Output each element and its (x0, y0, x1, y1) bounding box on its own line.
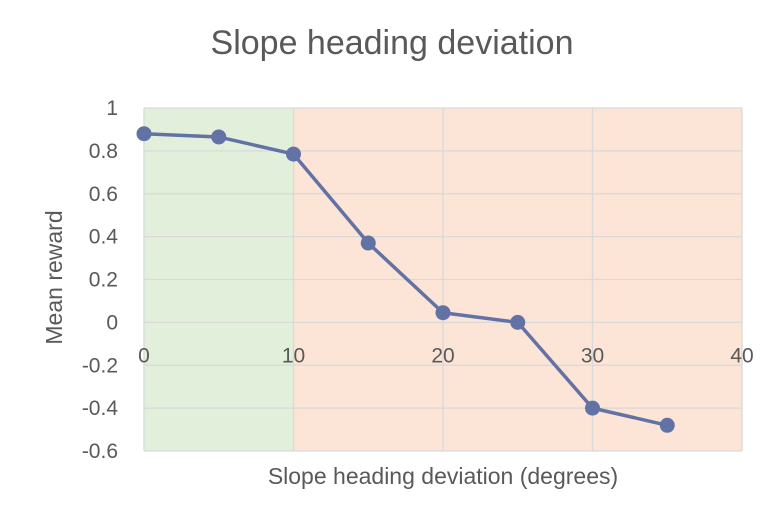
data-point-6 (585, 400, 600, 416)
tick-labels: 1 0.8 0.6 0.4 0.2 0 -0.2 -0.4 -0.6 0 10 20 30 40 (82, 97, 754, 463)
x-tick-label-1: 10 (282, 344, 305, 367)
data-point-4 (435, 305, 451, 321)
data-point-5 (510, 314, 526, 330)
gridlines (143, 107, 743, 452)
x-tick-label-2: 20 (431, 344, 454, 367)
y-tick-label-3: 0.4 (89, 226, 119, 249)
y-tick-label-2: 0.6 (89, 183, 118, 206)
y-tick-label-1: 0.8 (89, 140, 118, 163)
x-axis-title: Slope heading deviation (degrees) (268, 463, 618, 489)
y-tick-label-5: 0 (106, 311, 118, 334)
y-tick-label-8: -0.6 (82, 440, 118, 463)
series-layer (136, 126, 675, 433)
series-line-0 (143, 131, 668, 427)
y-axis-title: Mean reward (41, 210, 67, 344)
y-tick-label-0: 1 (106, 97, 118, 120)
x-tick-label-3: 30 (581, 344, 604, 367)
data-point-7 (659, 417, 675, 433)
y-tick-label-6: -0.2 (82, 354, 118, 377)
x-tick-label-0: 0 (138, 344, 150, 367)
data-point-0 (136, 126, 152, 142)
chart-title: Slope heading deviation (210, 24, 574, 62)
x-tick-label-4: 40 (730, 344, 753, 367)
data-point-3 (360, 235, 376, 251)
data-point-2 (286, 146, 301, 162)
y-tick-label-4: 0.2 (89, 269, 118, 292)
data-point-1 (211, 129, 227, 145)
y-tick-label-7: -0.4 (82, 397, 119, 420)
